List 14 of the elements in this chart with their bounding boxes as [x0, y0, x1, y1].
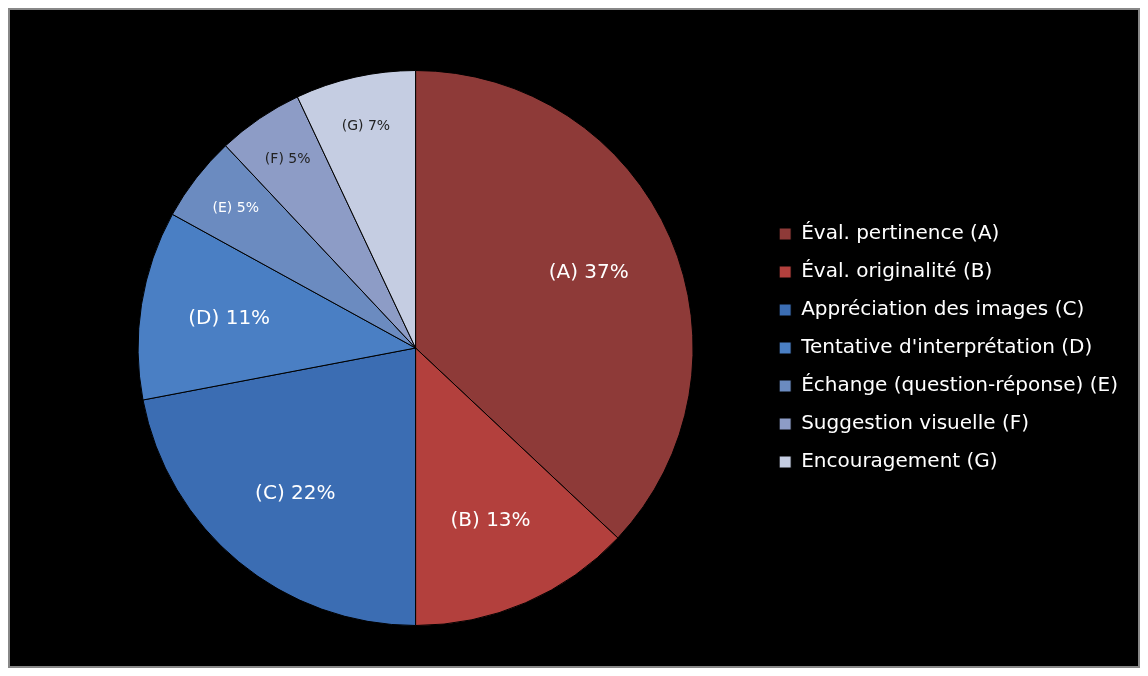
legend-label: Échange (question-réponse) (E): [801, 372, 1119, 397]
legend-label: Éval. originalité (B): [801, 258, 993, 283]
data-label: (F) 5%: [264, 150, 311, 167]
data-label: (A) 37%: [548, 259, 629, 284]
legend-label: Suggestion visuelle (F): [801, 410, 1029, 435]
data-label: (E) 5%: [212, 199, 259, 216]
data-label: (D) 11%: [188, 304, 271, 329]
legend-label: Tentative d'interprétation (D): [800, 334, 1093, 359]
legend-label: Appréciation des images (C): [801, 296, 1085, 321]
data-label: (G) 7%: [341, 116, 391, 133]
data-label: (B) 13%: [450, 507, 531, 532]
legend-label: Éval. pertinence (A): [801, 220, 1000, 245]
data-label: (C) 22%: [255, 479, 336, 504]
legend-label: Encouragement (G): [801, 448, 998, 473]
